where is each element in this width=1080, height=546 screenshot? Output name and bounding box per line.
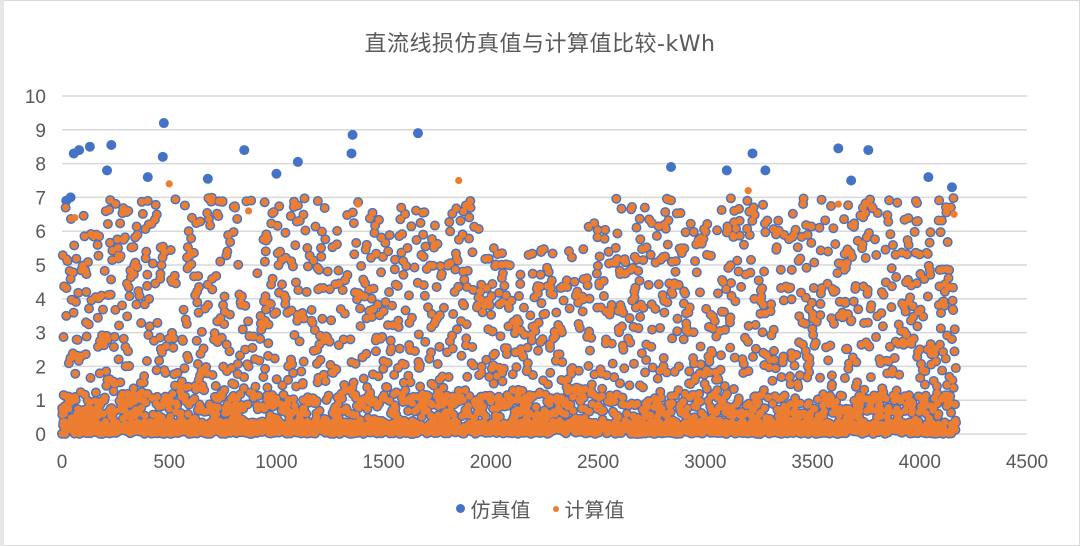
svg-text:500: 500 [153,452,185,473]
svg-text:5: 5 [35,256,46,277]
svg-text:0: 0 [57,452,68,473]
svg-text:3000: 3000 [684,452,726,473]
scatter-points [57,118,962,439]
svg-text:1: 1 [35,391,46,412]
svg-text:2: 2 [35,357,46,378]
svg-text:1000: 1000 [255,452,297,473]
legend-marker-simulated [455,504,465,513]
y-axis-ticks: 0 1 2 3 4 5 6 7 8 9 10 [25,87,47,446]
svg-text:4000: 4000 [899,452,941,473]
legend-label-calculated: 计算值 [564,498,625,522]
legend-item-simulated[interactable]: 仿真值 [455,494,531,523]
svg-text:2500: 2500 [577,452,619,473]
svg-text:8: 8 [35,155,46,176]
svg-text:1500: 1500 [363,452,405,473]
chart-title: 直流线损仿真值与计算值比较-kWh [364,32,716,57]
legend-item-calculated[interactable]: 计算值 [552,494,625,523]
frame-left-edge [0,0,4,546]
svg-text:3500: 3500 [791,452,833,473]
legend: 仿真值 计算值 [0,494,1080,523]
svg-text:7: 7 [35,188,46,209]
svg-text:2000: 2000 [470,452,512,473]
svg-text:4500: 4500 [1006,452,1048,473]
svg-text:6: 6 [35,222,46,243]
x-axis-ticks: 0 500 1000 1500 2000 2500 3000 3500 4000 4500 [57,452,1048,473]
legend-marker-calculated [552,505,559,512]
svg-text:3: 3 [35,324,46,345]
svg-text:4: 4 [35,290,46,311]
svg-text:0: 0 [35,425,46,446]
legend-label-simulated: 仿真值 [470,498,531,522]
svg-text:10: 10 [25,87,46,108]
svg-text:9: 9 [35,121,46,142]
